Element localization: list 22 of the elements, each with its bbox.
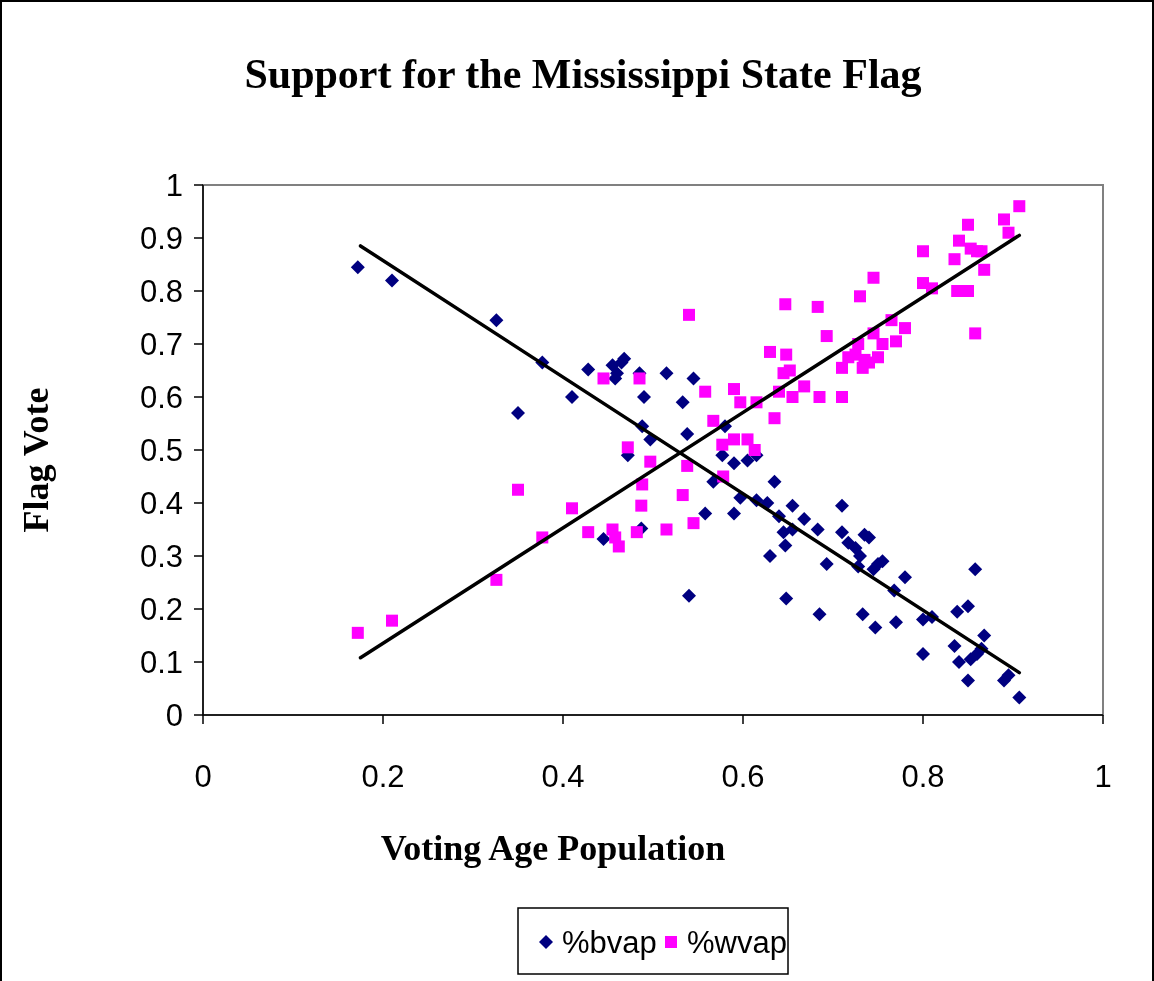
legend-label: %bvap [562,925,657,960]
y-tick-label: 0.4 [139,486,183,521]
legend-label: %wvap [687,925,787,960]
x-tick-label: 0.4 [541,759,585,794]
y-tick-label: 0.8 [139,274,183,309]
y-tick-label: 0.9 [139,221,183,256]
y-tick-label: 0.5 [139,433,183,468]
x-tick-label: 0.2 [361,759,405,794]
y-tick-label: 0.7 [139,327,183,362]
y-axis-title: Flag Vote [16,387,56,533]
chart-title: Support for the Mississippi State Flag [244,51,922,97]
y-tick-label: 0.3 [139,539,183,574]
x-tick-label: 0 [194,759,212,794]
y-tick-label: 1 [165,168,183,203]
x-axis-title: Voting Age Population [380,828,726,868]
x-tick-label: 0.6 [721,759,765,794]
y-tick-label: 0 [165,698,183,733]
x-tick-label: 1 [1094,759,1112,794]
x-tick-label: 0.8 [901,759,945,794]
y-tick-label: 0.6 [139,380,183,415]
y-tick-label: 0.2 [139,592,183,627]
y-tick-label: 0.1 [139,645,183,680]
